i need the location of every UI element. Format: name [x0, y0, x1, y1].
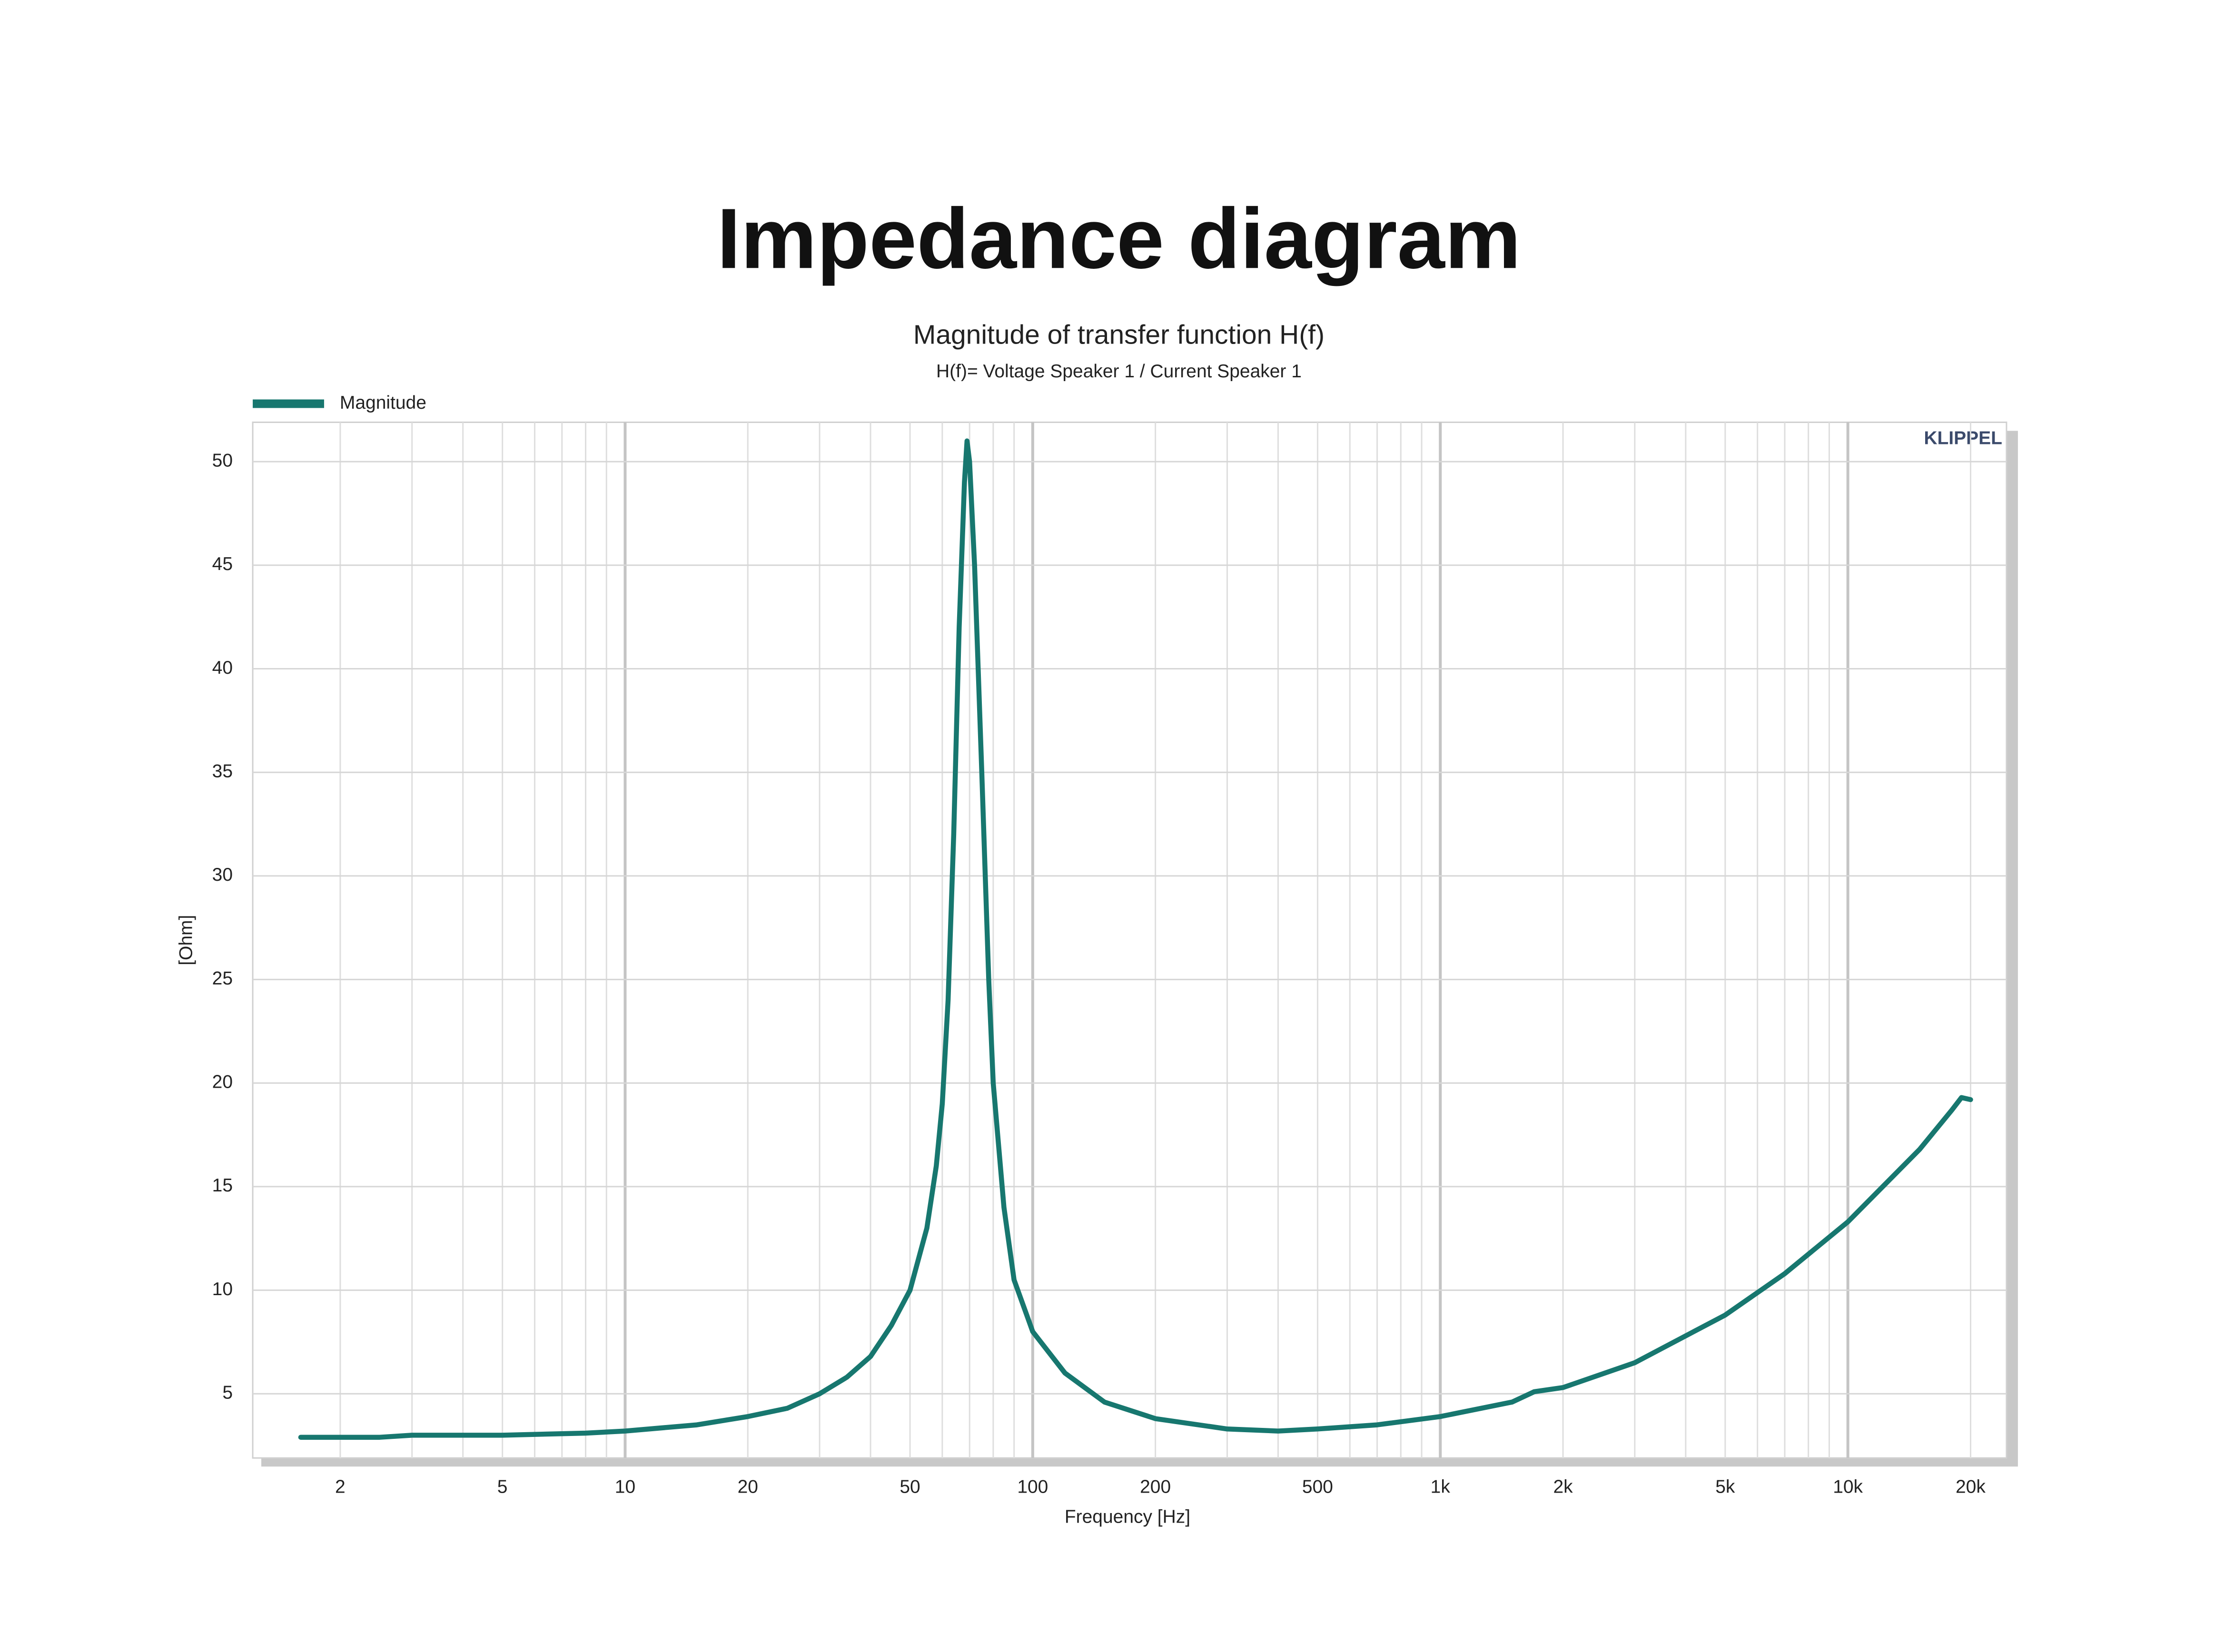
y-tick-label: 15: [212, 1175, 233, 1196]
x-tick-label: 10: [615, 1476, 635, 1497]
x-tick-label: 20: [738, 1476, 758, 1497]
y-axis-label: [Ohm]: [176, 915, 196, 965]
data-line: [298, 438, 1973, 1440]
y-tick-label: 45: [212, 554, 233, 574]
x-axis-label: Frequency [Hz]: [1065, 1506, 1190, 1527]
y-tick-label: 20: [212, 1072, 233, 1092]
x-tick-label: 5k: [1715, 1476, 1735, 1497]
x-tick-label: 50: [900, 1476, 920, 1497]
y-tick-label: 50: [212, 451, 233, 471]
brand-label: KLIPPEL: [1924, 428, 2002, 449]
plot-area: [252, 421, 2007, 1459]
legend-label: Magnitude: [340, 393, 426, 413]
x-tick-label: 100: [1017, 1476, 1048, 1497]
x-tick-label: 5: [497, 1476, 508, 1497]
y-tick-label: 5: [222, 1383, 233, 1403]
x-tick-label: 1k: [1431, 1476, 1451, 1497]
y-tick-label: 35: [212, 761, 233, 782]
y-tick-label: 25: [212, 968, 233, 989]
x-tick-label: 20k: [1956, 1476, 1986, 1497]
x-tick-label: 10k: [1833, 1476, 1863, 1497]
page-title: Impedance diagram: [717, 191, 1521, 286]
x-tick-label: 200: [1140, 1476, 1171, 1497]
x-tick-label: 500: [1302, 1476, 1333, 1497]
chart-subtitle: H(f)= Voltage Speaker 1 / Current Speake…: [936, 361, 1302, 382]
y-tick-label: 40: [212, 658, 233, 678]
chart-title: Magnitude of transfer function H(f): [913, 320, 1325, 350]
y-tick-label: 30: [212, 865, 233, 885]
y-tick-label: 10: [212, 1279, 233, 1299]
x-tick-label: 2: [335, 1476, 346, 1497]
x-tick-label: 2k: [1553, 1476, 1573, 1497]
